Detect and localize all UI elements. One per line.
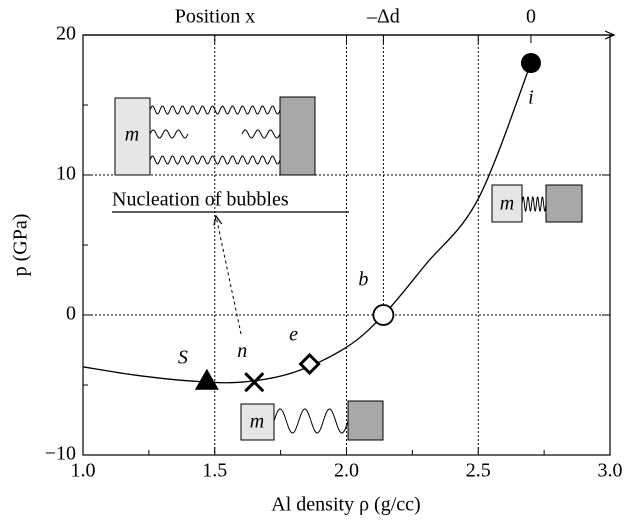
x-axis-label: Al density ρ (g/cc) xyxy=(271,494,420,516)
top-tick-label: 0 xyxy=(526,6,536,28)
spring-diagram-small: m xyxy=(492,185,582,222)
x-tick-label: 2.5 xyxy=(466,460,491,482)
x-tick-label: 3.0 xyxy=(598,460,623,482)
annotation: Nucleation of bubbles xyxy=(112,189,289,211)
top-tick-label: –Δd xyxy=(366,6,400,28)
spring xyxy=(150,130,188,138)
spring xyxy=(522,197,546,211)
spring xyxy=(242,130,280,138)
y-tick-label: 20 xyxy=(56,23,76,45)
point-label: i xyxy=(528,87,534,109)
annotation-arrow xyxy=(216,216,241,334)
top-axis-label: Position x xyxy=(175,6,256,28)
mass-label: m xyxy=(125,124,139,146)
point-label: b xyxy=(358,269,368,291)
marker-diamond xyxy=(301,355,319,373)
x-tick-label: 2.0 xyxy=(334,460,359,482)
mass-label: m xyxy=(500,193,514,215)
page: {"chart_data": {"type": "line", "x_label… xyxy=(0,0,626,520)
point-label: n xyxy=(237,340,247,362)
y-tick-label: −10 xyxy=(45,443,76,465)
mass-label: m xyxy=(250,411,264,433)
x-tick-label: 1.5 xyxy=(202,460,227,482)
marker-circle xyxy=(373,305,393,325)
wall-box xyxy=(280,97,315,175)
chart: Al density ρ (g/cc) p (GPa) Position x N… xyxy=(0,0,626,520)
point-label: e xyxy=(289,324,298,346)
y-tick-label: 10 xyxy=(56,163,76,185)
spring-diagram-stretched: m xyxy=(241,401,383,440)
wall-box xyxy=(348,401,383,440)
point-label: S xyxy=(178,346,188,368)
marker-dot xyxy=(521,53,541,73)
spring xyxy=(274,409,348,433)
y-tick-label: 0 xyxy=(66,303,76,325)
y-axis-label: p (GPa) xyxy=(10,214,32,277)
wall-box xyxy=(546,185,582,222)
